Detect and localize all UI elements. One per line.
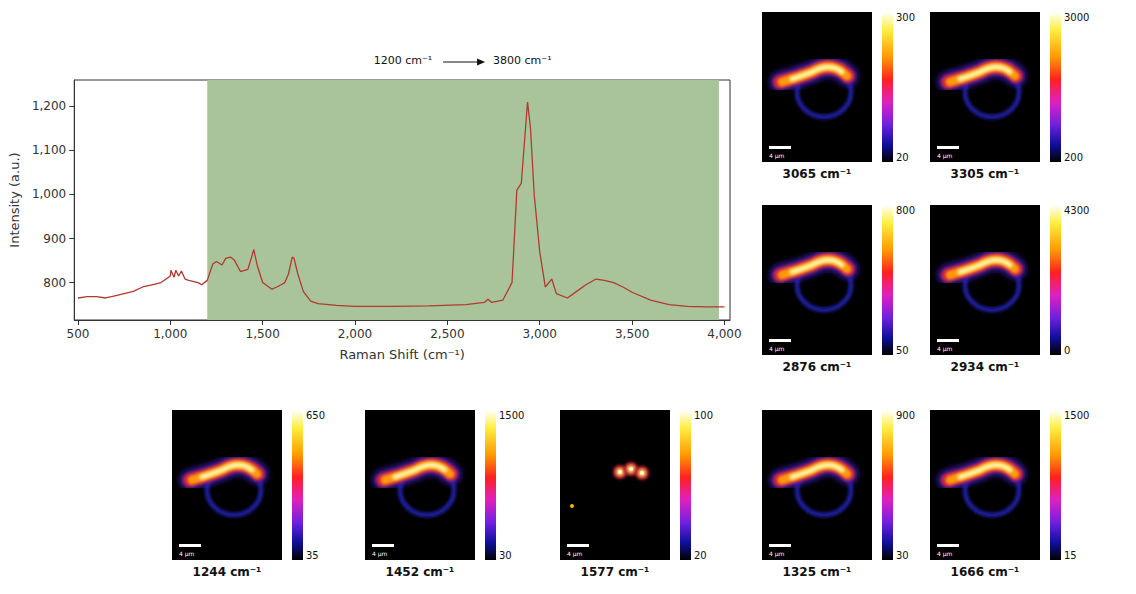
svg-text:3065 cm⁻¹: 3065 cm⁻¹ — [783, 167, 852, 181]
svg-text:50: 50 — [896, 345, 909, 356]
svg-text:1200 cm⁻¹: 1200 cm⁻¹ — [374, 54, 432, 67]
svg-text:800: 800 — [43, 276, 66, 290]
svg-text:20: 20 — [896, 152, 909, 163]
svg-text:1666 cm⁻¹: 1666 cm⁻¹ — [951, 565, 1020, 579]
svg-text:4 µm: 4 µm — [567, 550, 583, 558]
svg-text:2,500: 2,500 — [430, 327, 464, 341]
svg-text:1325 cm⁻¹: 1325 cm⁻¹ — [783, 565, 852, 579]
svg-text:Intensity (a.u.): Intensity (a.u.) — [7, 152, 22, 247]
svg-text:3800 cm⁻¹: 3800 cm⁻¹ — [493, 54, 551, 67]
svg-text:300: 300 — [896, 12, 915, 23]
svg-text:1577 cm⁻¹: 1577 cm⁻¹ — [581, 565, 650, 579]
svg-text:2934 cm⁻¹: 2934 cm⁻¹ — [951, 360, 1020, 374]
svg-text:2876 cm⁻¹: 2876 cm⁻¹ — [783, 360, 852, 374]
svg-text:3000: 3000 — [1064, 12, 1089, 23]
svg-text:1,500: 1,500 — [245, 327, 279, 341]
svg-text:4 µm: 4 µm — [769, 550, 785, 558]
svg-text:1500: 1500 — [499, 410, 524, 421]
svg-text:4300: 4300 — [1064, 205, 1089, 216]
svg-text:35: 35 — [306, 550, 319, 561]
svg-text:900: 900 — [43, 232, 66, 246]
svg-text:15: 15 — [1064, 550, 1077, 561]
svg-text:1,100: 1,100 — [32, 143, 66, 157]
svg-text:4 µm: 4 µm — [937, 152, 953, 160]
svg-text:Raman Shift (cm⁻¹): Raman Shift (cm⁻¹) — [339, 347, 464, 362]
svg-text:100: 100 — [694, 410, 713, 421]
svg-text:4 µm: 4 µm — [937, 550, 953, 558]
svg-text:1452 cm⁻¹: 1452 cm⁻¹ — [386, 565, 455, 579]
svg-text:1,200: 1,200 — [32, 99, 66, 113]
svg-text:900: 900 — [896, 410, 915, 421]
svg-text:30: 30 — [499, 550, 512, 561]
svg-text:500: 500 — [66, 327, 89, 341]
svg-text:1500: 1500 — [1064, 410, 1089, 421]
svg-text:4,000: 4,000 — [707, 327, 741, 341]
svg-text:4 µm: 4 µm — [179, 550, 195, 558]
svg-text:3,000: 3,000 — [523, 327, 557, 341]
svg-text:1244 cm⁻¹: 1244 cm⁻¹ — [193, 565, 262, 579]
svg-text:0: 0 — [1064, 345, 1070, 356]
svg-text:4 µm: 4 µm — [937, 345, 953, 353]
svg-text:4 µm: 4 µm — [372, 550, 388, 558]
svg-text:800: 800 — [896, 205, 915, 216]
svg-text:3,500: 3,500 — [615, 327, 649, 341]
svg-text:1,000: 1,000 — [153, 327, 187, 341]
svg-text:200: 200 — [1064, 152, 1083, 163]
svg-text:650: 650 — [306, 410, 325, 421]
svg-text:3305 cm⁻¹: 3305 cm⁻¹ — [951, 167, 1020, 181]
svg-text:4 µm: 4 µm — [769, 152, 785, 160]
svg-text:4 µm: 4 µm — [769, 345, 785, 353]
svg-text:2,000: 2,000 — [338, 327, 372, 341]
svg-text:30: 30 — [896, 550, 909, 561]
svg-text:20: 20 — [694, 550, 707, 561]
svg-text:1,000: 1,000 — [32, 187, 66, 201]
